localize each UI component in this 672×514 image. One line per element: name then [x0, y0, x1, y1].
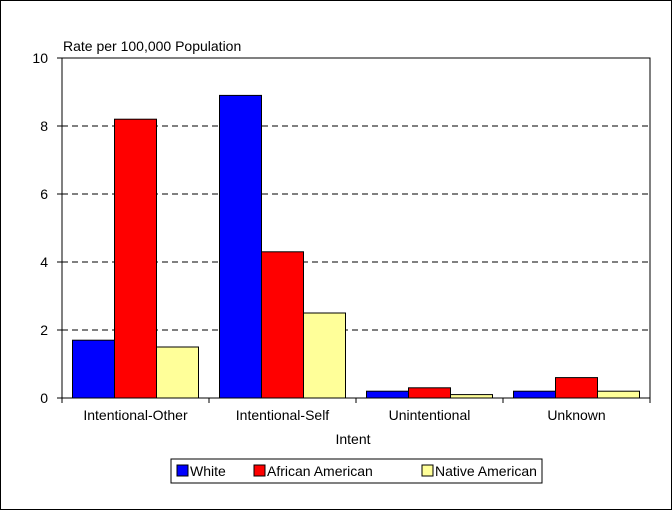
bar-white-intentional-self [219, 94, 262, 399]
bar-african-american-unintentional [408, 387, 451, 399]
x-tick-label: Intentional-Self [236, 407, 330, 423]
bar-african-american-intentional-other [114, 118, 157, 399]
x-axis-label: Intent [335, 431, 370, 447]
legend-box [170, 458, 543, 484]
y-tick-label: 4 [40, 254, 48, 270]
bar-white-unknown [513, 390, 556, 399]
bars [72, 94, 640, 399]
bar-white-intentional-other [72, 339, 115, 399]
bar-native-american-intentional-self [303, 312, 346, 399]
bar-african-american-intentional-self [261, 251, 304, 399]
y-tick-label: 6 [40, 186, 48, 202]
legend: White African American Native American [170, 458, 543, 484]
gridlines [62, 125, 650, 331]
y-tick-label: 2 [40, 322, 48, 338]
y-tick-label: 10 [32, 50, 48, 66]
legend-swatch [421, 464, 434, 477]
bar-native-american-intentional-other [156, 346, 199, 399]
x-axis-ticks: Intentional-Other Intentional-Self Uninten… [61, 398, 651, 423]
legend-label: Native American [435, 463, 537, 479]
bar-native-american-unknown [597, 390, 640, 399]
y-axis-label: Rate per 100,000 Population [63, 38, 241, 54]
x-tick-label: Unknown [547, 407, 605, 423]
legend-swatch [253, 464, 266, 477]
legend-swatch [176, 464, 189, 477]
bar-african-american-unknown [555, 377, 598, 399]
y-tick-label: 8 [40, 118, 48, 134]
bar-white-unintentional [366, 390, 409, 399]
x-tick-label: Intentional-Other [83, 407, 188, 423]
x-tick-label: Unintentional [389, 407, 471, 423]
y-tick-label: 0 [40, 390, 48, 406]
legend-label: White [190, 463, 226, 479]
legend-label: African American [267, 463, 373, 479]
bar-native-american-unintentional [450, 394, 493, 399]
y-axis-ticks: 0 2 4 6 8 10 [32, 50, 62, 406]
